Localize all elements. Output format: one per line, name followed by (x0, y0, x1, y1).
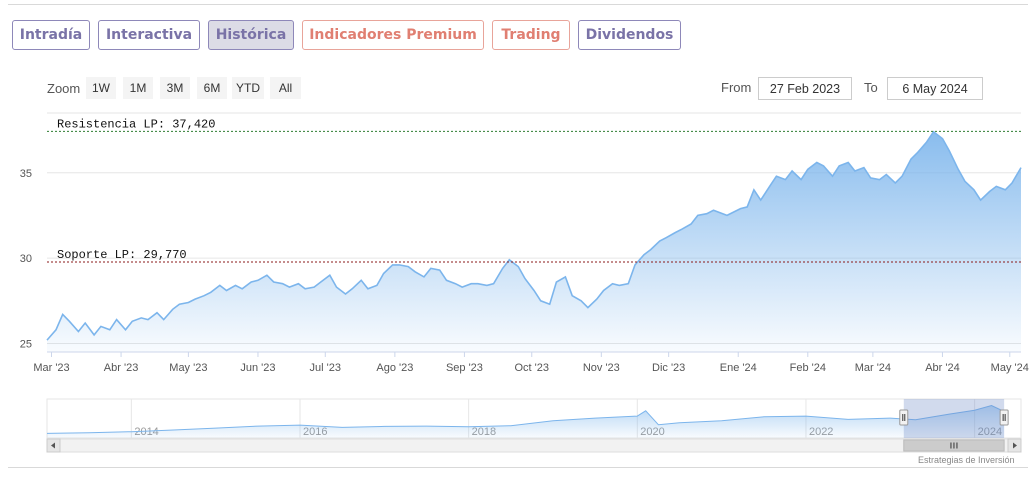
top-divider (8, 4, 1028, 5)
tab-indicadores-premium[interactable]: Indicadores Premium (302, 20, 484, 50)
resistance-label: Resistencia LP: 37,420 (57, 117, 215, 131)
tab-interactiva[interactable]: Interactiva (98, 20, 200, 50)
tab-intradia[interactable]: Intradía (12, 20, 90, 50)
navigator-selection[interactable] (903, 399, 1005, 438)
tab-trading[interactable]: Trading (492, 20, 570, 50)
x-tick-label: Oct '23 (514, 362, 549, 374)
to-date-input[interactable] (887, 77, 983, 100)
support-label: Soporte LP: 29,770 (57, 248, 187, 262)
zoom-6m-button[interactable]: 6M (197, 77, 227, 99)
navigator-left-handle[interactable] (899, 409, 909, 426)
x-tick-label: Mar '24 (855, 362, 891, 374)
x-tick-label: Ene '24 (720, 362, 757, 374)
price-area (47, 131, 1021, 352)
navigator-right-handle[interactable] (999, 409, 1009, 426)
x-tick-label: Dic '23 (652, 362, 685, 374)
x-tick-label: Jul '23 (310, 362, 341, 374)
x-tick-label: Jun '23 (240, 362, 275, 374)
y-tick-label: 30 (20, 253, 32, 265)
x-tick-label: Nov '23 (583, 362, 620, 374)
x-tick-label: May '23 (169, 362, 207, 374)
x-tick-label: Abr '24 (925, 362, 960, 374)
from-date-input[interactable] (758, 77, 852, 100)
x-tick-label: Feb '24 (790, 362, 826, 374)
navigator: 201420162018202020222024 (46, 398, 1022, 453)
bottom-divider (8, 467, 1028, 468)
x-axis: Mar '23 Abr '23 May '23 Jun '23 Jul '23 Ago '… (33, 351, 1029, 374)
zoom-all-button[interactable]: All (270, 77, 301, 99)
tab-historica[interactable]: Histórica (208, 20, 294, 50)
zoom-label: Zoom (47, 81, 81, 96)
x-tick-label: Mar '23 (33, 362, 69, 374)
navigator-area (47, 405, 1005, 438)
plot-lines-group: Resistencia LP: 37,420 Soporte LP: 29,770 (47, 117, 1021, 263)
credits-label: Estrategias de Inversión (918, 455, 1015, 465)
price-line (46, 130, 1022, 341)
x-tick-label: Ago '23 (376, 362, 413, 374)
zoom-3m-button[interactable]: 3M (160, 77, 190, 99)
zoom-1m-button[interactable]: 1M (123, 77, 153, 99)
series-group (46, 130, 1022, 352)
arrow-right-icon (1013, 442, 1017, 449)
x-tick-label: Abr '23 (104, 362, 139, 374)
y-axis: 25 30 35 (20, 168, 32, 351)
to-label: To (864, 80, 878, 95)
x-tick-label: May '24 (991, 362, 1029, 374)
scrollbar-track[interactable] (46, 438, 1022, 453)
x-tick-label: Sep '23 (446, 362, 483, 374)
zoom-ytd-button[interactable]: YTD (232, 77, 264, 99)
y-tick-label: 25 (20, 338, 32, 350)
arrow-left-icon (51, 442, 55, 449)
tab-dividendos[interactable]: Dividendos (578, 20, 681, 50)
zoom-1w-button[interactable]: 1W (86, 77, 116, 99)
y-tick-label: 35 (20, 168, 32, 180)
from-label: From (721, 80, 752, 95)
